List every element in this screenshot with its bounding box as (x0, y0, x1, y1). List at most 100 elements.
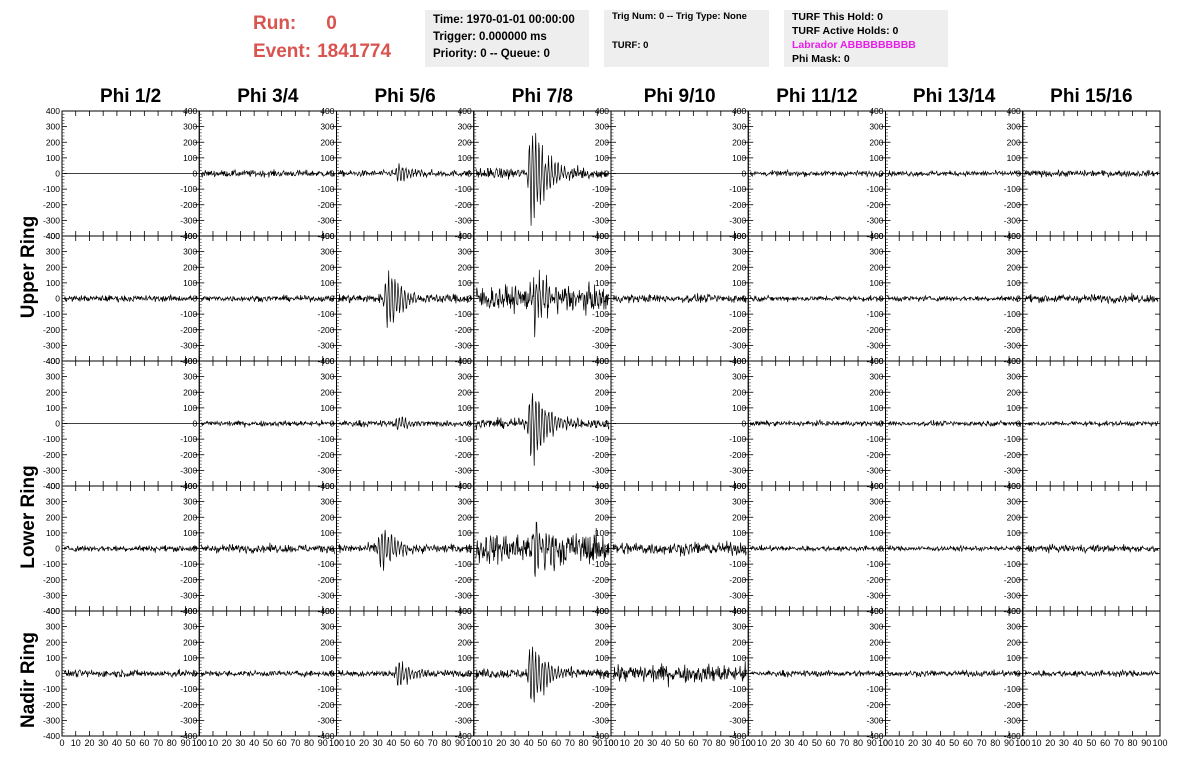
run-value: 0 (326, 13, 337, 34)
y-tick-label: -100 (43, 559, 60, 569)
y-tick-label: 300 (320, 622, 334, 632)
y-tick-label: 0 (330, 169, 335, 179)
y-tick-label: 100 (869, 653, 883, 663)
y-tick-label: -100 (180, 184, 197, 194)
y-tick-label: -100 (729, 309, 746, 319)
y-tick-label: -100 (455, 184, 472, 194)
y-tick-label: 200 (732, 137, 746, 147)
y-tick-label: 400 (1007, 606, 1021, 616)
y-tick-label: 400 (183, 481, 197, 491)
x-tick-label: 20 (1045, 738, 1055, 748)
y-tick-label: 100 (183, 278, 197, 288)
y-tick-label: 100 (458, 153, 472, 163)
x-tick-label: 90 (1004, 738, 1014, 748)
y-tick-label: -300 (317, 340, 334, 350)
y-tick-label: 400 (595, 606, 609, 616)
y-tick-label: 100 (595, 528, 609, 538)
y-tick-label: 200 (595, 262, 609, 272)
x-tick-label: 90 (730, 738, 740, 748)
y-tick-label: 0 (1016, 419, 1021, 429)
y-tick-label: -200 (43, 450, 60, 460)
y-tick-label: -300 (592, 340, 609, 350)
x-tick-label: 40 (661, 738, 671, 748)
y-tick-label: -300 (1004, 465, 1021, 475)
y-tick-label: -100 (866, 309, 883, 319)
x-tick-label: 0 (1020, 738, 1025, 748)
y-tick-label: -100 (1004, 184, 1021, 194)
x-tick-label: 80 (441, 738, 451, 748)
y-tick-label: 200 (458, 262, 472, 272)
y-tick-label: -400 (455, 731, 472, 741)
y-tick-label: 200 (869, 637, 883, 647)
x-tick-label: 70 (977, 738, 987, 748)
y-tick-label: -200 (455, 200, 472, 210)
waveform-trace (1024, 292, 1159, 305)
x-tick-label: 50 (400, 738, 410, 748)
y-tick-label: 300 (732, 622, 746, 632)
y-tick-label: 300 (458, 122, 472, 132)
y-tick-label: 400 (183, 606, 197, 616)
y-tick-label: 100 (1007, 153, 1021, 163)
y-tick-label: 300 (595, 497, 609, 507)
waveform-trace (887, 544, 1022, 553)
x-tick-label: 0 (197, 738, 202, 748)
y-tick-label: 100 (183, 528, 197, 538)
y-tick-label: 200 (1007, 512, 1021, 522)
x-tick-label: 90 (592, 738, 602, 748)
y-tick-label: -300 (180, 340, 197, 350)
y-tick-label: 300 (46, 497, 60, 507)
x-tick-label: 70 (565, 738, 575, 748)
y-tick-label: 300 (869, 622, 883, 632)
y-tick-label: 300 (458, 372, 472, 382)
y-tick-label: 200 (1007, 387, 1021, 397)
y-tick-label: 0 (1016, 544, 1021, 554)
y-tick-label: -200 (592, 450, 609, 460)
y-tick-label: 0 (55, 169, 60, 179)
y-tick-label: 300 (46, 247, 60, 257)
y-tick-label: 0 (742, 419, 747, 429)
y-tick-label: -400 (43, 606, 60, 616)
y-tick-label: 200 (595, 637, 609, 647)
y-tick-label: 100 (320, 403, 334, 413)
x-tick-label: 10 (208, 738, 218, 748)
y-tick-label: 300 (320, 372, 334, 382)
y-tick-label: 400 (320, 106, 334, 116)
y-tick-label: 300 (869, 247, 883, 257)
y-tick-label: 100 (46, 528, 60, 538)
column-header: Phi 11/12 (776, 86, 858, 107)
x-tick-label: 100 (603, 738, 618, 748)
turf-text: TURF: 0 (612, 40, 649, 51)
y-tick-label: 300 (1007, 497, 1021, 507)
x-tick-label: 60 (414, 738, 424, 748)
y-tick-label: -200 (592, 700, 609, 710)
column-header: Phi 9/10 (643, 86, 716, 107)
x-tick-label: 40 (386, 738, 396, 748)
y-tick-label: 200 (183, 387, 197, 397)
y-tick-label: 200 (458, 137, 472, 147)
x-tick-label: 90 (455, 738, 465, 748)
y-tick-label: 0 (467, 294, 472, 304)
x-tick-label: 30 (373, 738, 383, 748)
y-tick-label: -200 (180, 450, 197, 460)
x-tick-label: 10 (894, 738, 904, 748)
y-tick-label: 0 (467, 419, 472, 429)
x-tick-label: 0 (471, 738, 476, 748)
x-tick-label: 60 (688, 738, 698, 748)
y-tick-label: 300 (46, 622, 60, 632)
y-tick-label: 100 (320, 278, 334, 288)
x-tick-label: 70 (153, 738, 163, 748)
y-tick-label: 0 (55, 669, 60, 679)
priority-text: Priority: 0 -- Queue: 0 (433, 48, 550, 60)
y-tick-label: 300 (1007, 247, 1021, 257)
y-tick-label: -100 (729, 684, 746, 694)
y-tick-label: 400 (869, 606, 883, 616)
y-tick-label: 400 (458, 106, 472, 116)
y-tick-label: 0 (193, 294, 198, 304)
y-tick-label: 0 (604, 294, 609, 304)
y-tick-label: 200 (46, 262, 60, 272)
x-tick-label: 80 (579, 738, 589, 748)
y-tick-label: -300 (43, 465, 60, 475)
